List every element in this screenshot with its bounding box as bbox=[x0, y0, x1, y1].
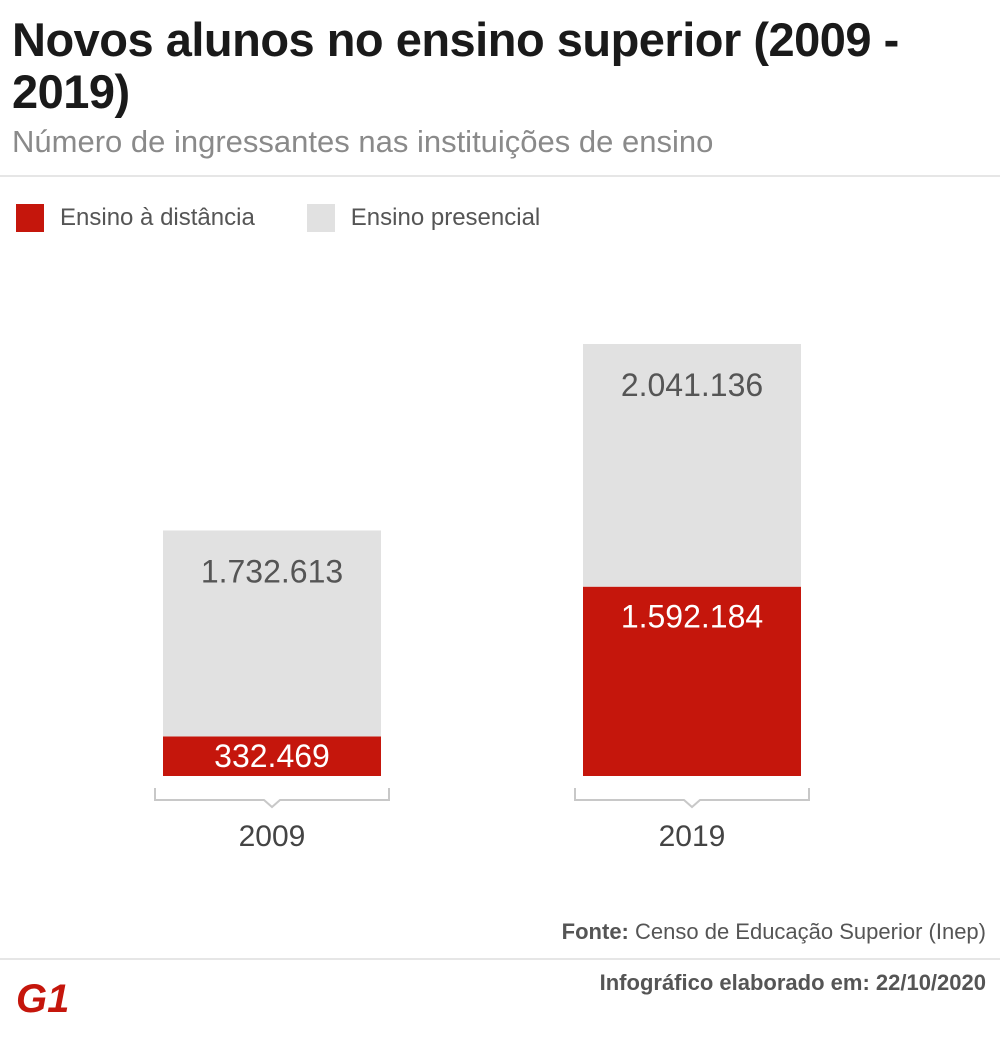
g1-logo-text: G1 bbox=[16, 978, 69, 1018]
header-divider bbox=[0, 175, 1000, 177]
bar-presential-2009 bbox=[163, 530, 381, 737]
infographic-date: Infográfico elaborado em: 22/10/2020 bbox=[599, 970, 986, 995]
x-tick-label: 2009 bbox=[239, 820, 306, 853]
g1-logo-icon: G1 bbox=[16, 978, 69, 1018]
legend-swatch-distance bbox=[16, 204, 44, 232]
source-text: Censo de Educação Superior (Inep) bbox=[635, 919, 986, 944]
x-tick-label: 2019 bbox=[659, 820, 726, 853]
legend-item-presential: Ensino presencial bbox=[306, 204, 541, 232]
source-label: Fonte: bbox=[561, 919, 629, 944]
bar-value-label: 1.592.184 bbox=[621, 599, 763, 635]
chart-subtitle: Número de ingressantes nas instituições … bbox=[12, 124, 714, 159]
chart-legend: Ensino à distância Ensino presencial bbox=[16, 204, 592, 232]
chart-title: Novos alunos no ensino superior (2009 - … bbox=[12, 13, 899, 118]
legend-label-presential: Ensino presencial bbox=[350, 204, 541, 231]
legend-item-distance: Ensino à distância bbox=[16, 204, 255, 232]
bar-value-label: 2.041.136 bbox=[621, 367, 763, 403]
legend-swatch-presential bbox=[306, 204, 335, 232]
category-bracket bbox=[154, 788, 390, 809]
bar-value-label: 1.732.613 bbox=[201, 553, 343, 589]
bar-distance-2019 bbox=[583, 586, 801, 776]
legend-label-distance: Ensino à distância bbox=[60, 204, 255, 231]
bar-value-label: 332.469 bbox=[214, 738, 330, 774]
bar-presential-2019 bbox=[583, 344, 801, 587]
footer-divider bbox=[0, 958, 1000, 960]
source-note: Fonte: Censo de Educação Superior (Inep) bbox=[562, 919, 986, 945]
category-bracket bbox=[574, 788, 810, 809]
bar-chart: 332.469 1.732.613 2009 1.592.184 2.041.136 20… bbox=[154, 344, 810, 853]
bar-distance-2009 bbox=[163, 736, 381, 776]
